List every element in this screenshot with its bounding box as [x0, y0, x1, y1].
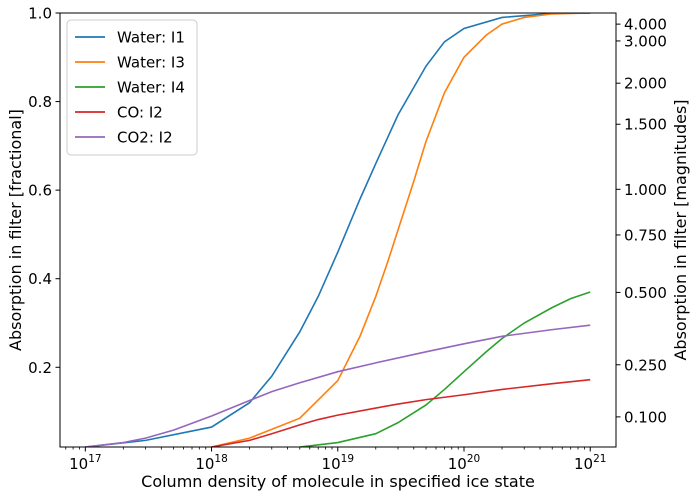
- y-axis-label: Absorption in filter [fractional]: [6, 109, 25, 351]
- legend-label: CO2: I2: [117, 129, 173, 147]
- y-tick-label: 0.4: [28, 270, 52, 288]
- x-axis: 1017 1018 1019 1020 1021: [65, 447, 606, 473]
- x-tick-label: 1019: [322, 453, 354, 473]
- legend-label: Water: I3: [117, 54, 185, 72]
- y-axis-right: 0.100 0.250 0.500 0.750 1.000 1.500 2.000 3.000…: [616, 16, 667, 426]
- y2-tick-label: 0.750: [624, 226, 667, 244]
- y2-tick-label: 0.100: [624, 408, 667, 426]
- y2-axis-label: Absorption in filter [magnitudes]: [671, 99, 690, 360]
- y-tick-label: 0.2: [28, 359, 52, 377]
- legend-label: Water: I1: [117, 29, 185, 47]
- x-axis-label: Column density of molecule in specified …: [141, 472, 535, 491]
- series-line-2: [299, 291, 591, 447]
- y2-tick-label: 3.000: [624, 32, 667, 50]
- y-tick-label: 0.8: [28, 93, 52, 111]
- x-tick-label: 1017: [69, 453, 101, 473]
- series-line-3: [211, 378, 591, 447]
- series-line-1: [211, 13, 591, 447]
- y-tick-label: 0.6: [28, 182, 52, 200]
- legend-box: [66, 19, 198, 156]
- legend-label: Water: I4: [117, 79, 185, 97]
- legend-label: CO: I2: [117, 104, 163, 122]
- y2-tick-label: 2.000: [624, 75, 667, 93]
- x-tick-label: 1020: [448, 453, 480, 473]
- x-tick-label: 1018: [195, 453, 227, 473]
- y2-tick-label: 1.500: [624, 116, 667, 134]
- legend: Water: I1 Water: I3 Water: I4 CO: I2 CO2: I2: [66, 19, 198, 156]
- y2-tick-label: 4.000: [624, 16, 667, 34]
- y2-tick-label: 0.250: [624, 356, 667, 374]
- x-tick-label: 1021: [574, 453, 606, 473]
- series-line-4: [85, 324, 591, 447]
- plot-lines: [85, 13, 591, 447]
- y2-tick-label: 0.500: [624, 284, 667, 302]
- y-axis-left: 0.2 0.4 0.6 0.8 1.0: [28, 5, 60, 377]
- y2-tick-label: 1.000: [624, 181, 667, 199]
- y-tick-label: 1.0: [28, 5, 52, 23]
- series-line-0: [85, 13, 591, 447]
